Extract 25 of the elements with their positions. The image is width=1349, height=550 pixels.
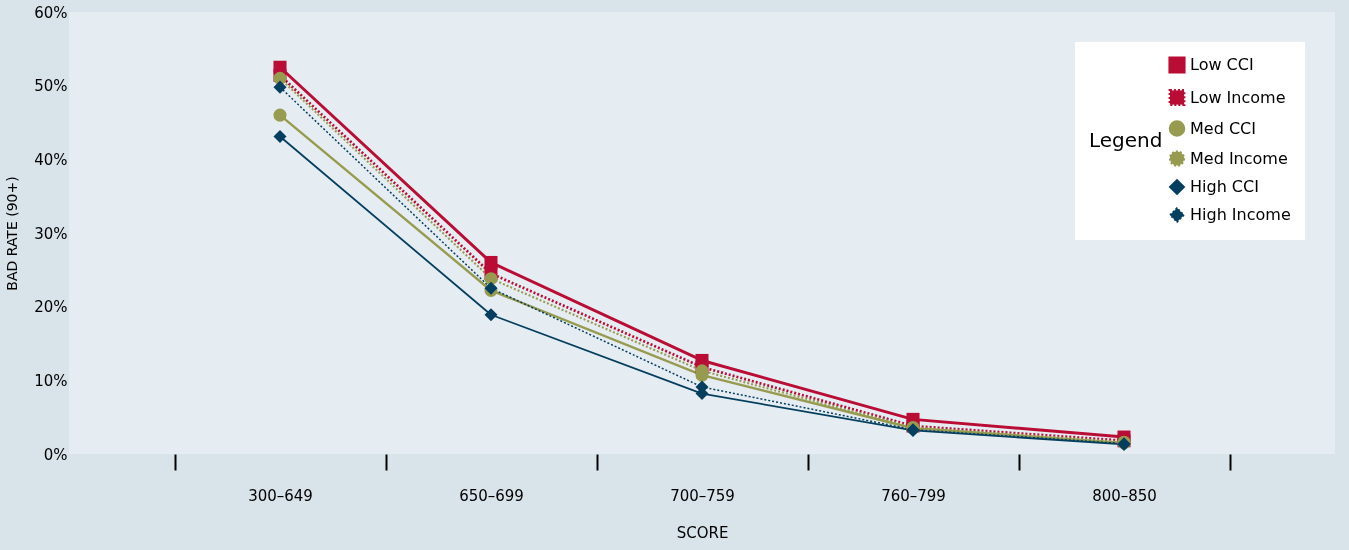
point	[273, 129, 287, 144]
x-tick-label: 760–799	[881, 486, 946, 505]
x-axis-title: SCORE	[676, 523, 729, 542]
legend-title: Legend	[1089, 128, 1163, 152]
point	[273, 80, 287, 94]
x-tick-label: 700–759	[670, 486, 735, 505]
x-tick-label: 800–850	[1092, 486, 1157, 505]
legend-label: Med CCI	[1190, 118, 1256, 138]
y-tick-label: 50%	[34, 77, 68, 96]
legend-label: High CCI	[1190, 177, 1259, 196]
legend-label: Med Income	[1190, 148, 1288, 168]
point	[273, 108, 287, 122]
legend-label: Low CCI	[1190, 55, 1254, 74]
y-axis-title: BAD RATE (90+)	[4, 176, 21, 291]
y-tick-label: 20%	[34, 298, 68, 317]
y-tick-label: 60%	[34, 3, 68, 22]
y-tick-label: 30%	[34, 224, 68, 243]
y-tick-label: 10%	[34, 371, 68, 390]
point	[484, 308, 498, 322]
x-tick-label: 650–699	[459, 486, 524, 505]
y-tick-label: 40%	[34, 150, 68, 169]
x-tick-label: 300–649	[248, 486, 313, 505]
y-tick-label: 0%	[43, 445, 68, 464]
legend-label: High Income	[1190, 205, 1291, 224]
legend-label: Low Income	[1190, 87, 1286, 107]
